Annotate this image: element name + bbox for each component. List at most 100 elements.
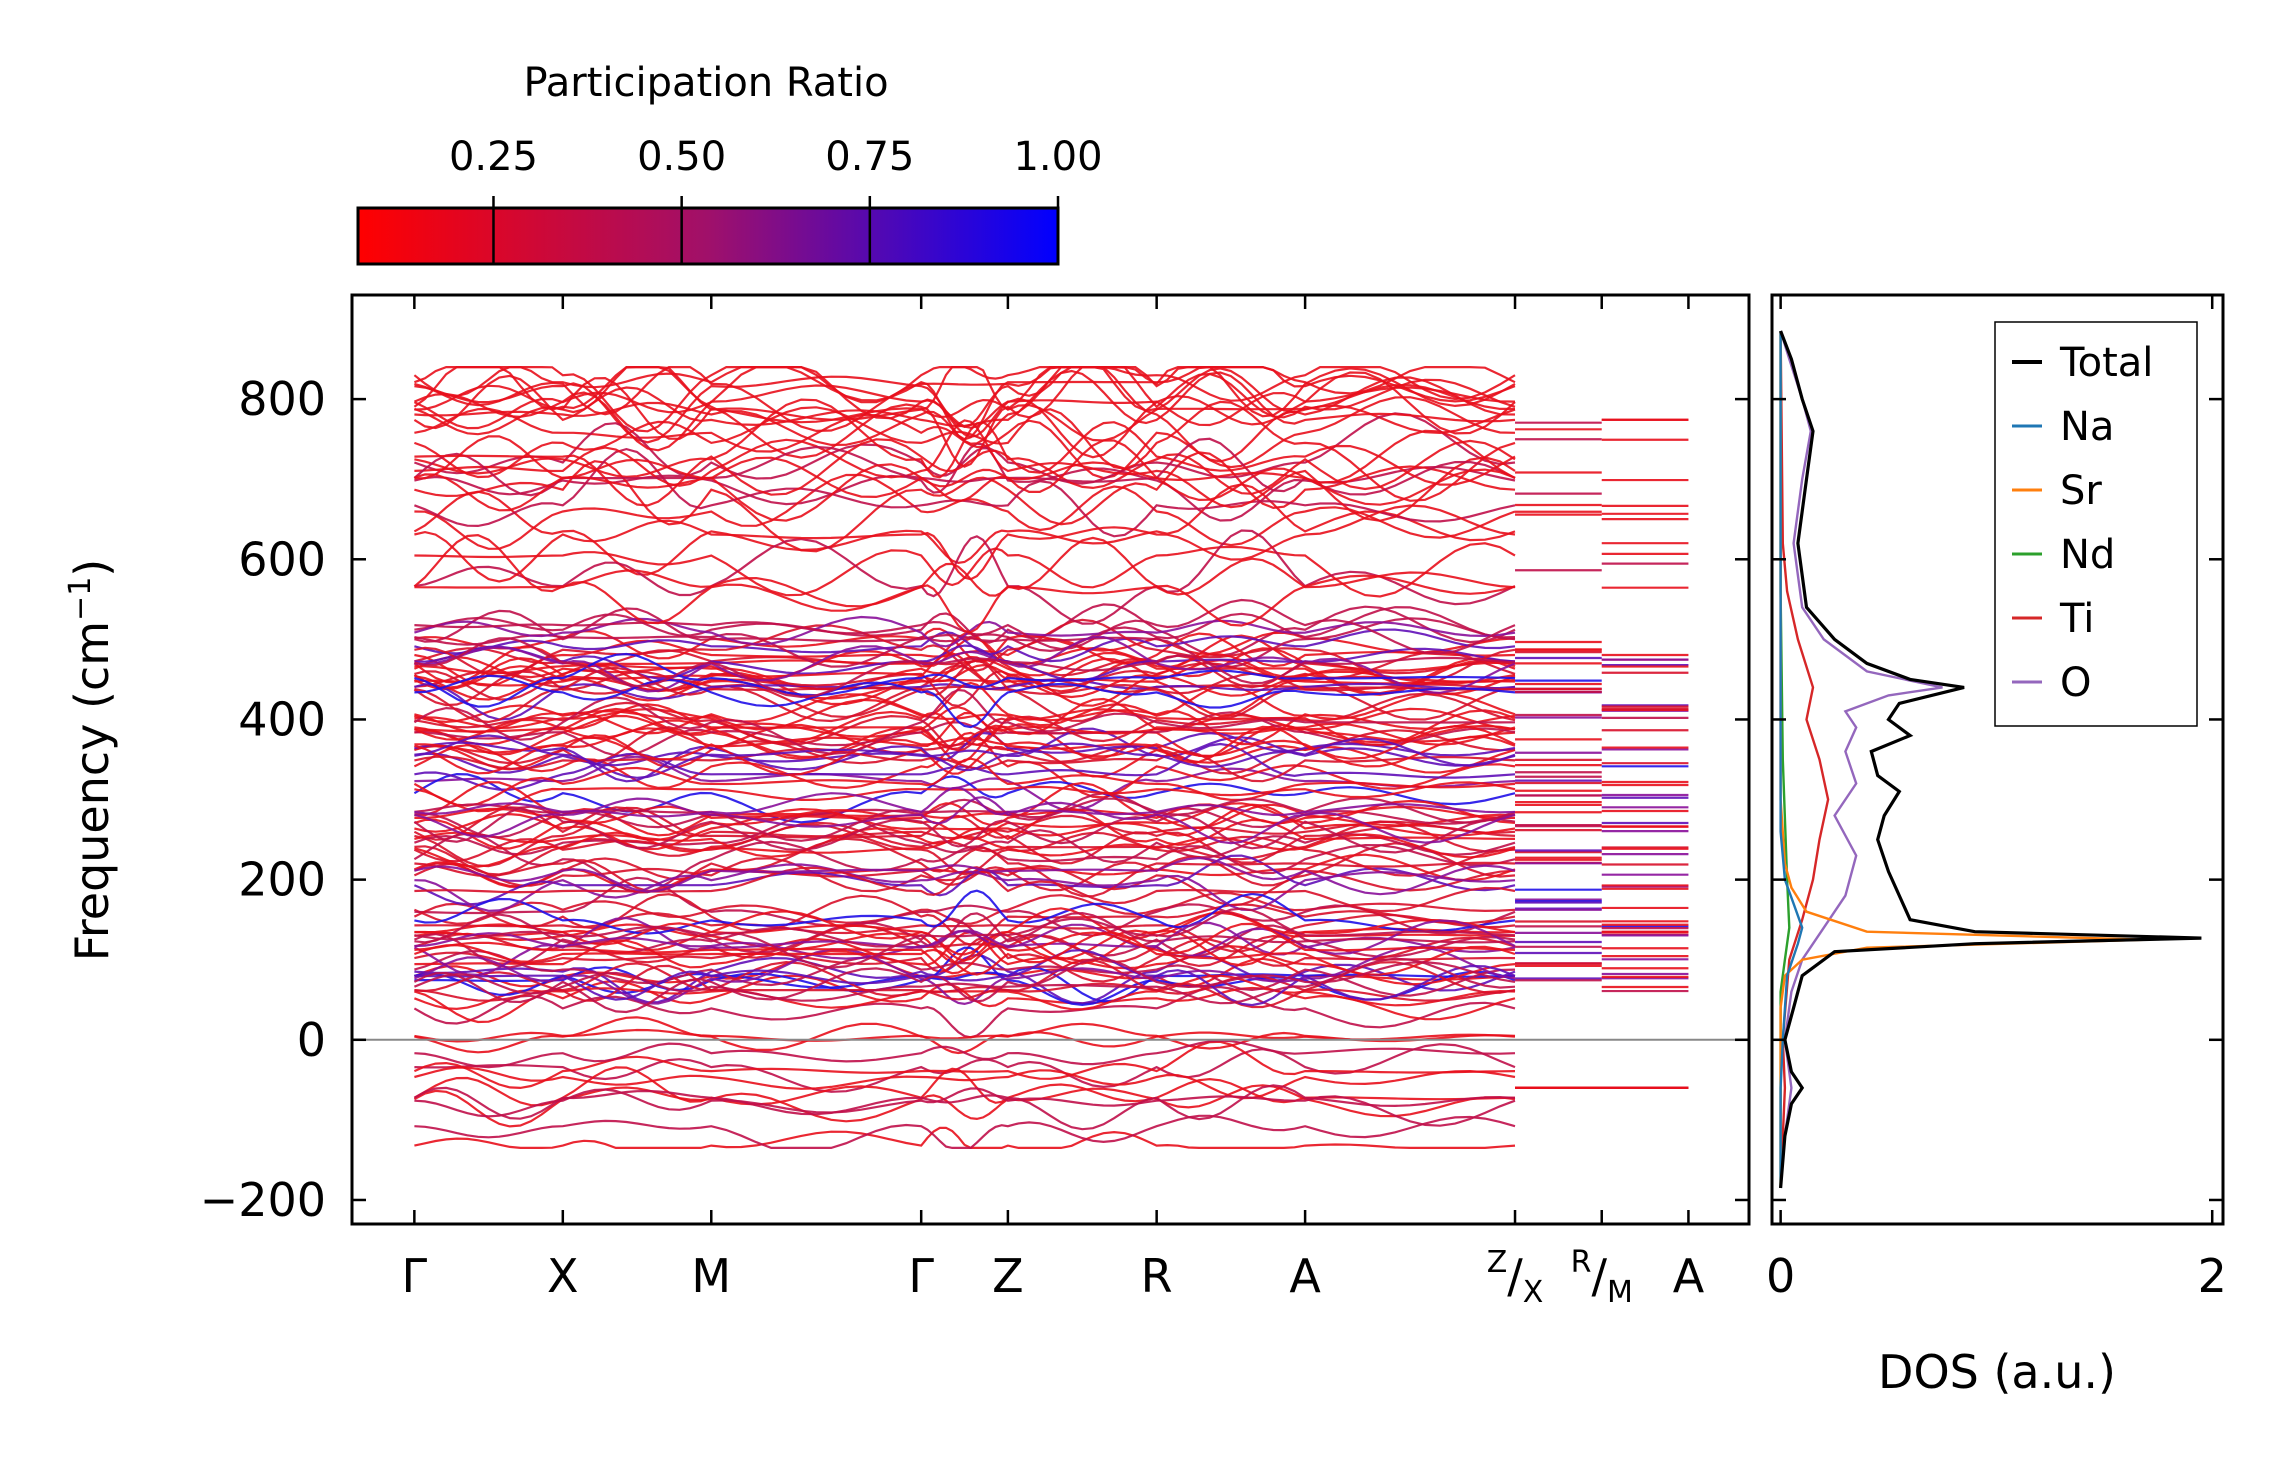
band-line [413,823,1516,877]
band-line [414,504,1516,583]
band-line [414,711,1516,757]
band-line [414,606,1516,668]
band-line [414,907,1516,969]
legend-label: Na [2060,404,2114,450]
band-line [414,615,1516,648]
y-tick-label: 400 [238,692,326,746]
colorbar-title: Participation Ratio [523,60,888,106]
band-line [413,369,1516,430]
band-line [414,692,1516,752]
band-line [414,442,1516,522]
band-line [414,366,1516,444]
band-line [413,483,1516,576]
band-line [413,957,1516,1005]
band-structure-panel: −200 0 200 400 600 800 Γ X M Γ Z R A Z/X R/M A Frequenc… [63,293,1751,1310]
band-line [414,866,1516,913]
kpoint-label: R [1141,1249,1173,1303]
kpoint-label: Γ [908,1249,934,1303]
band-line [414,966,1516,1003]
band-line [414,803,1516,851]
band-line [413,1040,1516,1090]
colorbar-tick-label: 0.25 [449,134,538,180]
band-line [413,805,1516,854]
y-tick-label: 0 [297,1013,326,1067]
band-line [414,961,1516,1009]
band-line [414,1016,1516,1054]
band-line [414,876,1516,937]
colorbar-tick-label: 0.50 [637,134,726,180]
band-line [414,1114,1516,1149]
kpoint-label: Z/X [1487,1245,1544,1310]
band-lines [352,366,1749,1149]
band-line [414,936,1516,983]
legend-label: O [2060,660,2091,706]
band-line [414,1087,1516,1127]
band-line [414,1039,1516,1069]
band-line [414,911,1516,954]
legend-label: Total [2059,340,2153,386]
colorbar-tick-label: 1.00 [1013,134,1102,180]
dos-series-na [1779,331,1804,1188]
band-axes-frame [350,293,1751,1226]
band-line [413,985,1516,1039]
dos-series-o [1779,330,1943,1189]
kpoint-label: Z [992,1249,1024,1303]
colorbar: Participation Ratio 0.25 0.50 0.75 1.00 [356,60,1103,266]
band-line [414,837,1516,898]
band-line [413,854,1516,906]
band-line [414,755,1516,812]
band-line [414,635,1516,694]
legend-label: Sr [2060,468,2102,514]
band-line [414,542,1516,598]
legend-label: Ti [2059,596,2094,642]
band-line [414,1043,1516,1093]
kpoint-label: R/M [1571,1245,1633,1310]
dos-x-tick-label: 0 [1766,1249,1795,1303]
y-tick-label: 200 [238,853,326,907]
dos-x-axis-title: DOS (a.u.) [1878,1345,2116,1399]
band-line [414,889,1516,935]
dos-x-tick-label: 2 [2198,1249,2227,1303]
dos-legend: Total Na Sr Nd Ti O [1994,321,2198,727]
band-line [414,786,1516,818]
band-line [414,419,1516,522]
band-line [414,400,1516,502]
band-line [413,772,1516,824]
dos-axes-frame [1770,293,2225,1226]
dos-series-total [1779,330,2202,1189]
y-tick-label: 800 [238,372,326,426]
band-line [414,734,1516,779]
band-line [414,781,1516,837]
band-line [414,714,1516,759]
band-line [414,557,1516,625]
band-line [413,366,1516,459]
band-line [414,451,1516,553]
y-tick-label: 600 [238,532,326,586]
band-line [414,429,1516,499]
kpoint-label: Γ [402,1249,428,1303]
colorbar-ticks: 0.25 0.50 0.75 1.00 [449,134,1103,264]
band-line [414,421,1516,507]
band-axis-ticks: −200 0 200 400 600 800 Γ X M Γ Z R A Z/X R/M A [200,295,1749,1310]
kpoint-label: A [1289,1249,1321,1303]
band-line [413,957,1516,1014]
dos-lines [1779,330,2202,1189]
band-line [413,832,1516,894]
colorbar-gradient [356,206,1060,266]
band-line [414,412,1516,485]
band-line [413,949,1516,988]
band-line [414,674,1516,729]
band-line [414,856,1516,896]
band-line [414,366,1516,441]
band-line [413,1084,1516,1131]
y-tick-label: −200 [200,1173,326,1227]
dos-series-sr [1779,331,2148,1188]
band-line [414,1126,1516,1149]
kpoint-label: A [1673,1249,1705,1303]
band-line [413,1066,1516,1107]
band-line [414,529,1516,625]
band-line [414,922,1516,975]
